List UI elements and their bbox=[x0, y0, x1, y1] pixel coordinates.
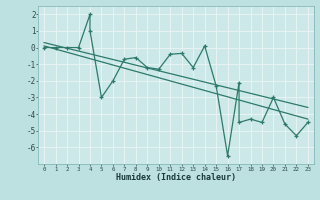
X-axis label: Humidex (Indice chaleur): Humidex (Indice chaleur) bbox=[116, 173, 236, 182]
